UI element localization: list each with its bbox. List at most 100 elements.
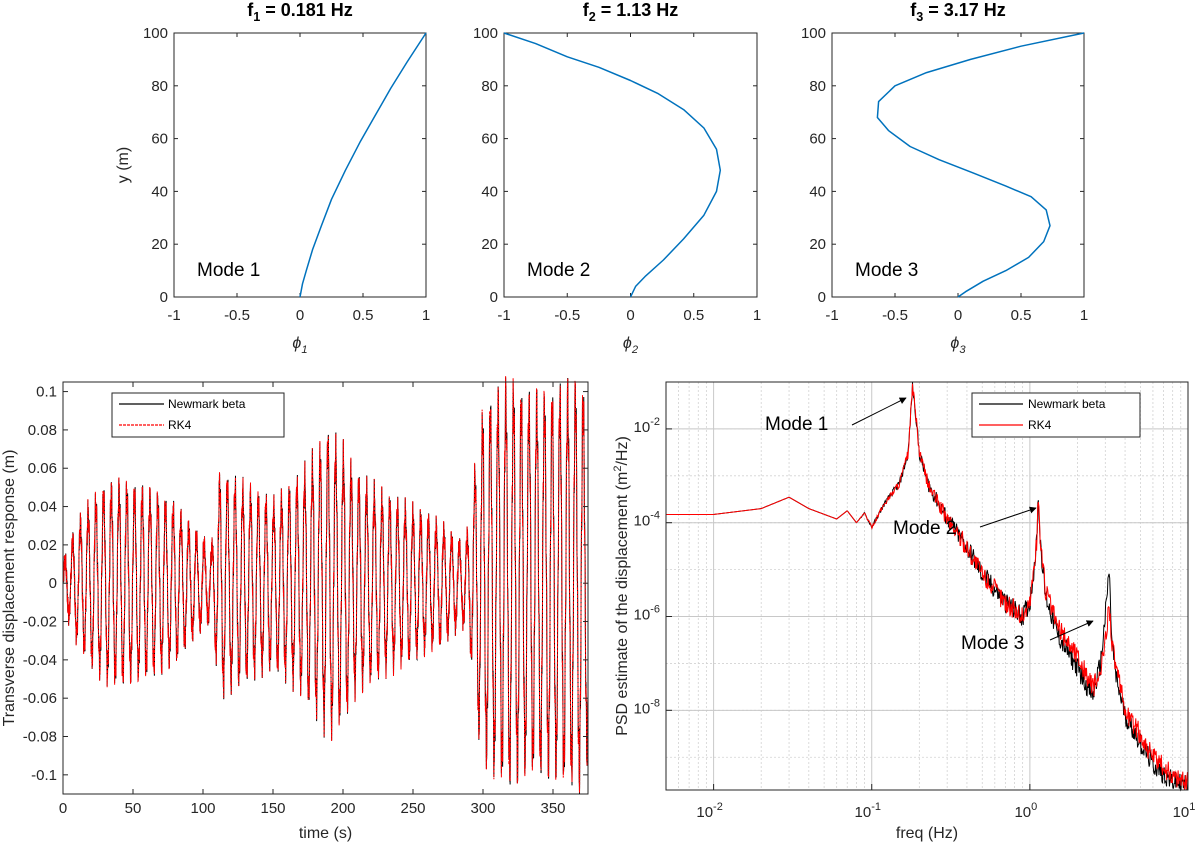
- y-axis-label: Transverse displacement response (m): [1, 450, 18, 727]
- y-tick-label: 0: [818, 289, 826, 306]
- mode-shape-1-panel: -1 -0.5 0 0.5 1 0 20 40 60 80 100 f1 = 0.181 Hz ϕ1 Mo…: [115, 0, 430, 356]
- mode-shape-line: [876, 32, 1085, 298]
- x-tick-label: 50: [125, 800, 142, 817]
- y-tick-label: -0.08: [23, 729, 57, 746]
- y-tick-label: 80: [481, 78, 498, 95]
- x-tick-label: 300: [470, 800, 495, 817]
- chart-title: f1 = 0.181 Hz: [247, 0, 353, 24]
- y-tick-label: 60: [481, 131, 498, 148]
- x-tick-label: 1: [422, 307, 430, 324]
- x-tick-label: 1: [1080, 307, 1088, 324]
- x-tick-label: 100: [190, 800, 215, 817]
- annotation-arrow: [979, 506, 1037, 528]
- y-tick-label: 80: [151, 78, 168, 95]
- y-tick-label: 10-2: [634, 416, 660, 436]
- y-tick-label: 0: [160, 289, 168, 306]
- series-line-rk4: [666, 383, 1189, 790]
- legend-label-rk4: RK4: [168, 418, 192, 432]
- x-tick-label: 0.5: [353, 307, 374, 324]
- y-tick-label: -0.02: [23, 614, 57, 631]
- plot-frame: [665, 381, 1189, 791]
- y-tick-label: 0: [490, 289, 498, 306]
- mode-label: Mode 1: [197, 260, 260, 281]
- x-axis-label: ϕ1: [292, 335, 307, 356]
- y-tick-label: 10-4: [634, 510, 660, 530]
- chart-title: f3 = 3.17 Hz: [910, 0, 1006, 24]
- y-tick-label: 0.04: [28, 499, 57, 516]
- x-axis-label: freq (Hz): [896, 825, 958, 842]
- plot-area: [831, 32, 1085, 298]
- y-tick-label: 20: [481, 236, 498, 253]
- y-tick-label: 20: [809, 236, 826, 253]
- mode-shape-line: [503, 32, 722, 298]
- y-tick-label: -0.06: [23, 690, 57, 707]
- y-tick-label: -0.1: [31, 767, 57, 784]
- x-tick-label: 0: [59, 800, 67, 817]
- mode-annotation: Mode 2: [893, 518, 956, 539]
- y-tick-label: 100: [801, 25, 826, 42]
- x-tick-label: -0.5: [882, 307, 908, 324]
- x-tick-label: 1: [753, 307, 761, 324]
- y-tick-label: 100: [143, 25, 168, 42]
- mode-label: Mode 3: [855, 260, 918, 281]
- y-axis-label: PSD estimate of the displacement (m2/Hz): [612, 436, 631, 736]
- plot-frame: [62, 381, 589, 795]
- x-tick-label: 0.5: [1011, 307, 1032, 324]
- y-tick-label: 100: [473, 25, 498, 42]
- y-tick-label: 60: [809, 131, 826, 148]
- y-tick-label: 80: [809, 78, 826, 95]
- legend-box: [111, 392, 285, 438]
- annotation-arrow: [1049, 620, 1094, 641]
- legend-label-newmark-beta: Newmark beta: [168, 397, 246, 411]
- legend: Newmark beta RK4: [971, 392, 1141, 438]
- x-tick-label: 0: [954, 307, 962, 324]
- mode-label: Mode 2: [527, 260, 590, 281]
- x-tick-label: 150: [260, 800, 285, 817]
- x-tick-label: -0.5: [224, 307, 250, 324]
- annotation-arrow: [851, 397, 907, 426]
- x-tick-label: 100: [1014, 801, 1037, 821]
- x-tick-label: 350: [540, 800, 565, 817]
- x-axis-label: ϕ3: [950, 335, 966, 356]
- y-tick-label: 10-8: [634, 697, 660, 717]
- x-tick-label: 200: [330, 800, 355, 817]
- x-tick-label: -0.5: [554, 307, 580, 324]
- y-tick-label: -0.04: [23, 652, 57, 669]
- plot-area: [173, 32, 427, 298]
- x-tick-label: 0: [626, 307, 634, 324]
- y-tick-label: 40: [151, 183, 168, 200]
- y-tick-label: 10-6: [634, 604, 660, 624]
- legend-label-newmark-beta: Newmark beta: [1028, 397, 1106, 411]
- x-tick-label: -1: [497, 307, 510, 324]
- y-tick-label: 0.08: [28, 422, 57, 439]
- y-tick-label: 40: [481, 183, 498, 200]
- y-tick-label: 0.02: [28, 537, 57, 554]
- y-axis-label: y (m): [115, 147, 132, 183]
- y-tick-label: 0.06: [28, 460, 57, 477]
- legend-label-rk4: RK4: [1028, 418, 1052, 432]
- x-axis-label: ϕ2: [623, 335, 639, 356]
- plot-area: [666, 382, 1188, 790]
- chart-title: f2 = 1.13 Hz: [583, 0, 679, 24]
- x-tick-label: -1: [825, 307, 838, 324]
- y-tick-label: 60: [151, 131, 168, 148]
- mode-annotation: Mode 1: [765, 414, 828, 435]
- x-axis-label: time (s): [299, 825, 352, 842]
- x-tick-label: 101: [1173, 801, 1196, 821]
- time-response-panel: 0 50 100 150 200 250 300 350 -0.1 -0.08 -0.06 -0.04…: [1, 376, 589, 842]
- y-tick-label: 0: [49, 575, 57, 592]
- y-tick-label: 40: [809, 183, 826, 200]
- y-tick-label: 20: [151, 236, 168, 253]
- mode-shape-3-panel: -1 -0.5 0 0.5 1 0 20 40 60 80 100 f3 = 3.17 Hz ϕ3 Mod…: [801, 0, 1088, 356]
- x-tick-label: 10-2: [696, 801, 722, 821]
- legend-box: [971, 392, 1141, 438]
- x-tick-label: -1: [167, 307, 180, 324]
- psd-panel: 10-2 10-1 100 101 10-2 10-4 10-6 10-8 freq (Hz) P…: [612, 381, 1196, 842]
- x-tick-label: 0.5: [683, 307, 704, 324]
- mode-shape-2-panel: -1 -0.5 0 0.5 1 0 20 40 60 80 100 f2 = 1.13 Hz ϕ2 Mod…: [473, 0, 761, 356]
- x-tick-label: 0: [296, 307, 304, 324]
- y-tick-label: 0.1: [36, 384, 57, 401]
- legend: Newmark beta RK4: [111, 392, 285, 438]
- x-tick-label: 250: [400, 800, 425, 817]
